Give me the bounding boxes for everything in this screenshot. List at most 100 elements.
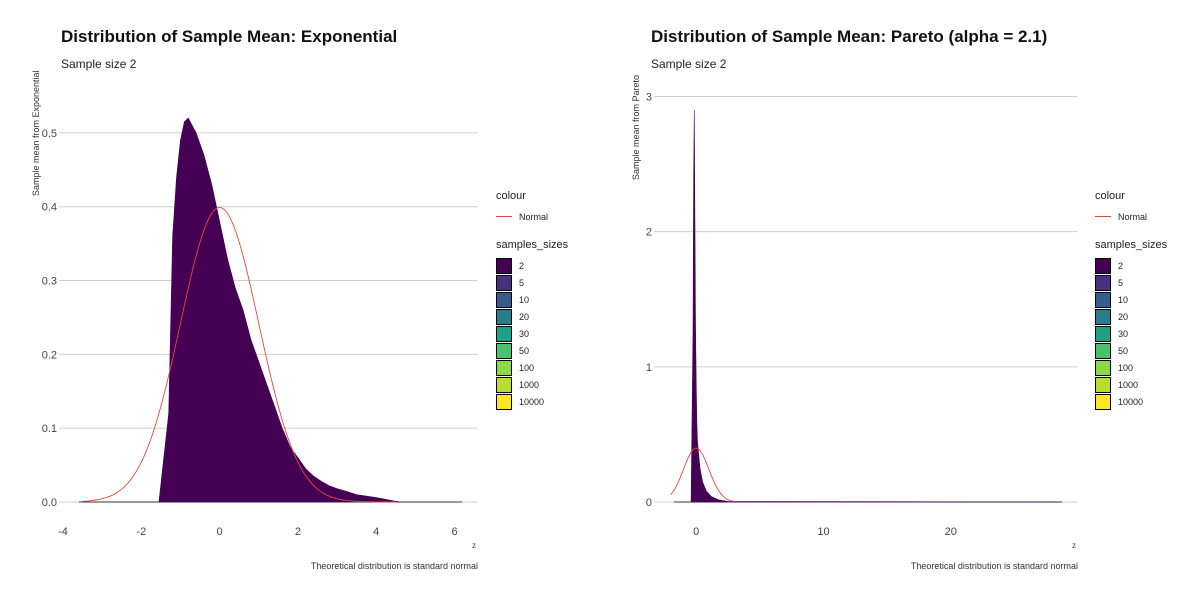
y-tick-label: 0.1 [42, 423, 57, 435]
y-tick-label: 0.4 [42, 202, 57, 214]
legend-item-normal: Normal [496, 208, 568, 225]
x-tick-label: -2 [136, 526, 146, 538]
x-tick-label: 6 [451, 526, 457, 538]
legend-swatch [496, 376, 512, 393]
legend-sizes-title: samples_sizes [496, 239, 569, 251]
legend-swatch [1095, 376, 1111, 393]
legend-item-size-30: 30 [1095, 325, 1167, 342]
y-tick-label: 2 [646, 227, 652, 239]
y-tick-label: 0.2 [42, 349, 57, 361]
normal-density-line [82, 207, 396, 503]
legend-item-label: 100 [1118, 362, 1134, 373]
legend-item-size-20: 20 [496, 308, 568, 325]
legend-swatch [496, 359, 512, 376]
legend-item-label: 5 [1118, 277, 1124, 288]
x-axis-label: z [472, 541, 476, 550]
legend-swatch [496, 274, 512, 291]
legend-item-label: 10000 [519, 396, 545, 407]
density-area-series-2 [158, 117, 400, 503]
y-tick-label: 1 [646, 362, 652, 374]
legend-item-label: 10 [1118, 294, 1129, 305]
legend-colour-title: colour [1095, 190, 1125, 202]
normal-density-line [670, 447, 735, 502]
legend-item-label: 2 [519, 260, 525, 271]
x-tick-label: 2 [295, 526, 301, 538]
normal-line-key [496, 216, 512, 217]
x-axis-label: z [1072, 541, 1076, 550]
x-tick-label: -4 [58, 526, 68, 538]
legend-item-size-10000: 10000 [496, 393, 568, 410]
pareto-plot-area: 0 1 2 3 0 10 20 z [646, 92, 1078, 550]
legend-item-size-10: 10 [496, 291, 568, 308]
x-tick-label: 0 [217, 526, 223, 538]
legend-sizes-list: 2 5 10 20 30 50 100 1000 10000 [1095, 257, 1167, 410]
legend-item-label: 1000 [519, 379, 540, 390]
legend-item-size-20: 20 [1095, 308, 1167, 325]
normal-line-key [1095, 216, 1111, 217]
y-tick-label: 0.0 [42, 497, 57, 509]
legend-swatch [1095, 291, 1111, 308]
legend-swatch [1095, 359, 1111, 376]
legend: colour Normal samples_sizes 2 5 10 20 30 50 10… [496, 190, 568, 410]
chart-title: Distribution of Sample Mean: Pareto (alp… [651, 27, 1048, 46]
legend-item-size-1000: 1000 [496, 376, 568, 393]
legend-item-size-5: 5 [1095, 274, 1167, 291]
x-tick-label: 4 [373, 526, 379, 538]
legend-item-size-2: 2 [1095, 257, 1167, 274]
legend-item-normal: Normal [1095, 208, 1167, 225]
legend-swatch [1095, 342, 1111, 359]
legend-item-size-2: 2 [496, 257, 568, 274]
legend-item-label: 2 [1118, 260, 1124, 271]
legend-swatch [1095, 325, 1111, 342]
legend-item-label: 5 [519, 277, 525, 288]
legend-item-label: 10000 [1118, 396, 1144, 407]
legend-item-label: 1000 [1118, 379, 1139, 390]
legend-sizes-title: samples_sizes [1095, 239, 1168, 251]
chart-subtitle: Sample size 2 [61, 57, 137, 71]
legend-item-size-10: 10 [1095, 291, 1167, 308]
legend-item-label: 50 [519, 345, 530, 356]
legend-item-label: 30 [519, 328, 530, 339]
legend-item-size-100: 100 [496, 359, 568, 376]
chart-subtitle: Sample size 2 [651, 57, 727, 71]
x-tick-label: 20 [945, 526, 957, 538]
legend-swatch [496, 308, 512, 325]
legend-swatch [1095, 393, 1111, 410]
legend-item-size-5: 5 [496, 274, 568, 291]
legend-item-label: 20 [519, 311, 530, 322]
legend-swatch [496, 342, 512, 359]
y-tick-label: 0.3 [42, 276, 57, 288]
legend-swatch [496, 291, 512, 308]
legend-item-size-10000: 10000 [1095, 393, 1167, 410]
y-tick-label: 3 [646, 92, 652, 104]
exponential-chart-panel: Distribution of Sample Mean: Exponential… [31, 27, 568, 571]
y-tick-label: 0 [646, 497, 652, 509]
legend-swatch [496, 393, 512, 410]
legend-swatch [1095, 257, 1111, 274]
legend-item-size-50: 50 [1095, 342, 1167, 359]
legend-item-size-100: 100 [1095, 359, 1167, 376]
legend-item-size-50: 50 [496, 342, 568, 359]
chart-caption: Theoretical distribution is standard nor… [310, 561, 478, 571]
legend-item-label: 100 [519, 362, 535, 373]
y-tick-label: 0.5 [42, 128, 57, 140]
chart-title: Distribution of Sample Mean: Exponential [61, 27, 398, 46]
legend-item-label: Normal [1118, 211, 1148, 222]
legend-swatch [1095, 274, 1111, 291]
chart-caption: Theoretical distribution is standard nor… [910, 561, 1078, 571]
x-tick-label: 0 [693, 526, 699, 538]
exponential-plot-area: 0.0 0.1 0.2 0.3 0.4 0.5 -4 -2 0 2 4 6 z [42, 117, 478, 550]
pareto-chart-panel: Distribution of Sample Mean: Pareto (alp… [600, 0, 1200, 600]
legend-swatch [496, 257, 512, 274]
legend-swatch [1095, 308, 1111, 325]
legend-item-size-1000: 1000 [1095, 376, 1167, 393]
legend-item-size-30: 30 [496, 325, 568, 342]
legend-item-label: 50 [1118, 345, 1129, 356]
legend-swatch [496, 325, 512, 342]
density-area-series-2 [690, 110, 1059, 503]
legend-item-label: 30 [1118, 328, 1129, 339]
x-tick-label: 10 [817, 526, 829, 538]
legend-colour-title: colour [496, 190, 526, 202]
legend-sizes-list: 2 5 10 20 30 50 100 1000 10000 [496, 257, 568, 410]
legend: colour Normal samples_sizes 2 5 10 20 30 50 10… [1095, 190, 1167, 410]
